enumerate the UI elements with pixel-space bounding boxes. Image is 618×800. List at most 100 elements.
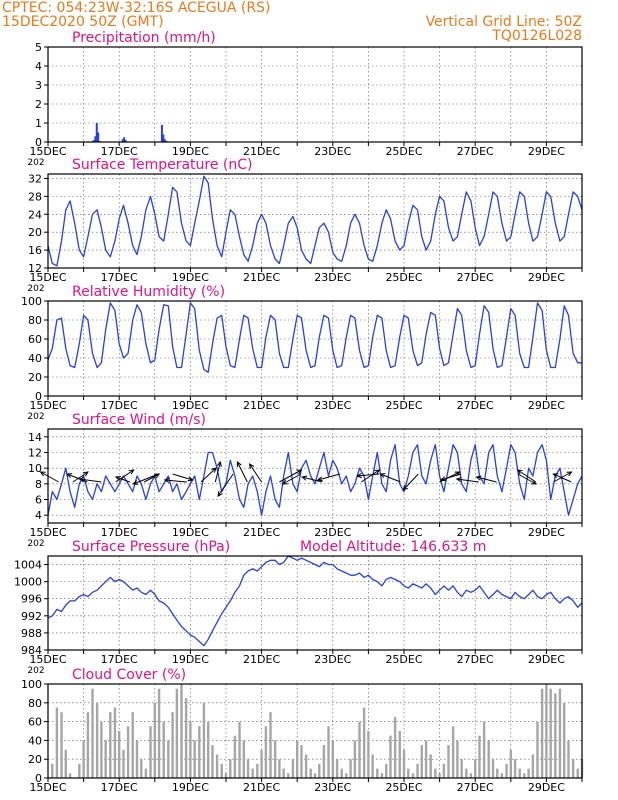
x-year-label: 202 (27, 412, 44, 422)
precip-bar (97, 132, 100, 142)
wind-arrow (133, 473, 159, 485)
x-tick-label: 29DEC (528, 271, 565, 284)
x-tick-label: 15DEC (29, 653, 66, 666)
y-tick-label: 20 (28, 226, 42, 239)
wind-arrow-head (236, 460, 242, 468)
wind-arrow-head (163, 477, 170, 484)
x-tick-label: 29DEC (528, 781, 565, 794)
header-station-line: CPTEC: 054:23W-32:16S ACEGUA (RS) (2, 0, 271, 16)
wind-arrow (517, 469, 536, 483)
cloud-cover-bar (264, 726, 268, 778)
header-date-line: 15DEC2020 50Z (GMT) (2, 14, 164, 30)
cloud-cover-bar (398, 731, 401, 778)
cloud-cover-bar (278, 759, 281, 778)
cloud-cover-bar (576, 768, 579, 778)
cloud-cover-bar (385, 763, 388, 778)
x-tick-label: 23DEC (314, 526, 351, 539)
cloud-cover-bar (402, 749, 406, 778)
cloud-cover-bar (558, 688, 562, 778)
wind-arrow (301, 476, 323, 483)
cloud-cover-bar (202, 702, 206, 778)
x-tick-label: 29DEC (528, 653, 565, 666)
cloud-cover-bar (367, 731, 370, 778)
cloud-cover-bar (567, 740, 570, 778)
cloud-cover-bar (318, 763, 321, 778)
wind-arrow-head (66, 473, 73, 479)
cloud-cover-bar (389, 735, 392, 778)
cloud-cover-bar (420, 745, 423, 778)
y-tick-label: 0 (35, 136, 42, 149)
cloud-cover-bar (189, 721, 192, 778)
wind-arrow-head (248, 463, 255, 470)
wind-arrow-head (402, 485, 409, 491)
wind-arrow (553, 471, 572, 483)
cloud-cover-bar (64, 749, 67, 778)
surface-wind-line (47, 444, 583, 516)
header-code: TQ0126L028 (492, 28, 582, 44)
y-tick-label: 28 (28, 190, 42, 203)
wind-arrow (317, 473, 341, 481)
cloud-cover-bar (545, 684, 548, 778)
precip-bar (162, 134, 165, 142)
x-tick-label: 23DEC (314, 781, 351, 794)
cloud-cover-bar (126, 726, 130, 778)
wind-arrow (200, 467, 217, 483)
x-year-label: 202 (27, 666, 44, 676)
cloud-cover-bar (78, 763, 81, 778)
wind-arrow (553, 473, 572, 483)
cloud-cover-bar (220, 763, 223, 778)
y-tick-label: 32 (28, 172, 42, 185)
y-tick-label: 2 (35, 98, 42, 111)
cloud-cover-bar (411, 773, 415, 778)
y-tick-label: 1004 (14, 559, 42, 572)
cloud-cover-bar (416, 763, 419, 778)
cloud-cover-bar (233, 735, 237, 778)
precipitation-(mm/h)-frame (47, 46, 583, 143)
cloud-cover-bar (429, 754, 432, 778)
x-year-label: 202 (27, 539, 44, 549)
cloud-cover-bar (140, 759, 143, 778)
x-tick-label: 21DEC (243, 526, 280, 539)
wind-arrow-head (216, 460, 222, 467)
y-tick-label: 984 (21, 644, 42, 657)
y-tick-label: 100 (21, 678, 42, 691)
wind-arrow (456, 478, 479, 483)
wind-arrow-head (114, 475, 121, 481)
y-tick-label: 100 (21, 295, 42, 308)
cloud-cover-bar (491, 759, 495, 778)
wind-arrow-head (78, 476, 85, 483)
cloud-cover-bar (135, 740, 139, 778)
wind-arrow (115, 476, 131, 483)
x-tick-label: 29DEC (528, 145, 565, 158)
y-tick-label: 996 (21, 593, 42, 606)
cloud-cover-bar (407, 768, 410, 778)
y-tick-label: 1 (35, 117, 42, 130)
wind-arrow (143, 473, 160, 483)
precip-bar (160, 124, 163, 142)
wind-arrow-head (39, 471, 46, 477)
x-tick-label: 19DEC (172, 653, 209, 666)
cloud-cover-bar (309, 768, 312, 778)
wind-arrow (279, 469, 302, 483)
cloud-cover-bar (55, 707, 59, 778)
surface-wind-title: Surface Wind (m/s) (72, 412, 206, 428)
cloud-cover-bar (442, 763, 446, 778)
wind-arrow (476, 476, 497, 483)
x-tick-label: 27DEC (457, 653, 494, 666)
y-tick-label: 4 (35, 509, 42, 522)
cloud-cover-bar (527, 768, 530, 778)
x-tick-label: 15DEC (29, 271, 66, 284)
y-tick-label: 988 (21, 627, 42, 640)
cloud-cover-bar (460, 759, 463, 778)
wind-arrow (357, 473, 380, 477)
cloud-cover-bar (300, 745, 303, 778)
cloud-cover-bar (447, 745, 450, 778)
cloud-cover-bar (215, 754, 219, 778)
y-tick-label: 20 (28, 753, 42, 766)
y-tick-label: 80 (28, 697, 42, 710)
cloud-cover-bar (335, 759, 339, 778)
x-tick-label: 25DEC (385, 526, 422, 539)
wind-arrow (440, 473, 462, 481)
cloud-cover-bar (273, 740, 277, 778)
